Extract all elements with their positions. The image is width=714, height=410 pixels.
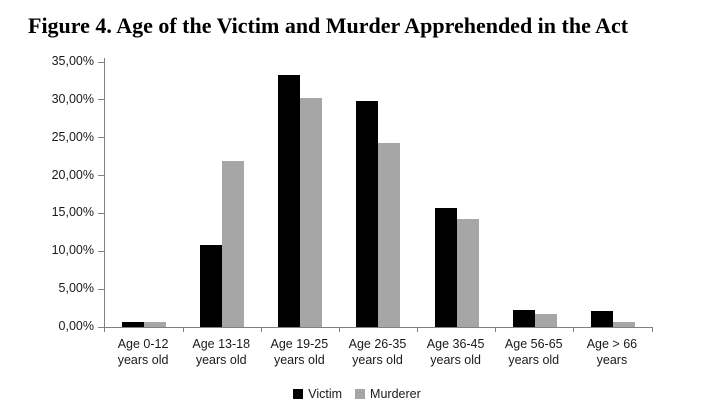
y-axis-tick-mark [98, 288, 104, 290]
bar-victim [356, 100, 379, 327]
bar-murderer [300, 98, 323, 327]
y-axis-tick-label: 30,00% [51, 91, 94, 106]
x-axis-category-label-line: years old [430, 352, 481, 367]
bar-victim [512, 310, 535, 327]
x-axis-category-label: Age 26-35 years old [338, 337, 416, 368]
y-axis-tick-label: 10,00% [51, 243, 94, 258]
bar-victim [122, 321, 145, 327]
y-axis-tick-label: 15,00% [51, 205, 94, 220]
y-axis-tick-mark [98, 326, 104, 328]
bar-murderer [612, 322, 635, 327]
x-axis-tick-mark [260, 327, 262, 332]
x-axis-category-label-line: years old [273, 352, 325, 367]
bar-group [418, 62, 496, 327]
plot-area [98, 58, 653, 332]
bar-victim [200, 245, 223, 327]
chart-title: Figure 4. Age of the Victim and Murder A… [28, 13, 629, 38]
y-axis-tick-mark [98, 250, 104, 252]
y-axis-tick-label: 0,00% [58, 319, 94, 333]
bar-group [574, 62, 652, 327]
bar-victim [590, 311, 613, 327]
x-axis-tick-mark [573, 327, 575, 332]
y-axis-tick-label: 35,00% [51, 54, 94, 68]
x-axis-category-label: Age 56-65 years old [495, 337, 573, 368]
bar-group [183, 62, 261, 327]
x-axis-category-label-line: years old [195, 352, 247, 367]
x-axis-category-label: Age 36-45 years old [417, 337, 495, 368]
bar-murderer [222, 161, 245, 327]
bar-group [105, 62, 183, 327]
bar-victim [434, 208, 457, 327]
bar-victim [278, 74, 301, 327]
bar-murderer [378, 143, 401, 327]
legend-item: Victim [293, 387, 342, 401]
x-axis-category-label: Age > 66 years [573, 337, 651, 368]
bar-murderer [144, 322, 167, 327]
legend-swatch-murderer [355, 389, 366, 399]
x-axis-tick-mark [495, 327, 497, 332]
bar-group [261, 62, 339, 327]
bar-group [339, 62, 417, 327]
x-axis-tick-mark [338, 327, 340, 332]
legend-item-label: Murderer [370, 387, 421, 401]
y-axis-tick-mark [98, 99, 104, 101]
x-axis-category-label-line: Age 13-18 [192, 337, 251, 351]
y-axis-tick-label: 20,00% [51, 167, 94, 182]
legend-swatch-victim [293, 389, 304, 399]
x-axis-labels: Age 0-12 years old Age 13-18 years old Age 1… [104, 337, 651, 368]
x-axis-category-label-line: Age > 66 years [586, 337, 638, 367]
x-axis-category-label-line: years old [352, 352, 403, 367]
x-axis-category-label-line: Age 26-35 [348, 337, 407, 351]
legend: Victim Murderer [0, 387, 714, 401]
x-axis-tick-mark [417, 327, 419, 332]
x-axis-category-label-line: Age 56-65 [504, 337, 563, 351]
x-axis-category-label: Age 19-25 years old [260, 337, 338, 368]
y-axis-tick-label: 25,00% [51, 129, 94, 144]
y-axis-tick-mark [98, 137, 104, 139]
x-axis-category-label-line: Age 36-45 [426, 337, 485, 351]
y-axis-tick-mark [98, 61, 104, 63]
y-axis-tick-label: 5,00% [58, 281, 94, 296]
x-axis-category-label-line: years old [508, 352, 560, 367]
legend-item-label: Victim [308, 387, 343, 401]
bar-murderer [456, 218, 479, 327]
bar-group [496, 62, 574, 327]
x-axis-category-label-line: Age 0-12 [117, 337, 169, 351]
y-axis-tick-mark [98, 175, 104, 177]
y-axis-tick-mark [98, 212, 104, 214]
bar-murderer [534, 314, 557, 327]
x-axis-category-label: Age 13-18 years old [182, 337, 260, 368]
x-axis-category-label-line: Age 19-25 [270, 337, 329, 351]
legend-item: Murderer [355, 387, 421, 401]
x-axis-category-label-line: years old [117, 352, 169, 367]
x-axis-tick-mark [182, 327, 184, 332]
x-axis-tick-mark [104, 327, 105, 332]
x-axis-tick-mark [651, 327, 653, 332]
x-axis-category-label: Age 0-12 years old [104, 337, 182, 368]
